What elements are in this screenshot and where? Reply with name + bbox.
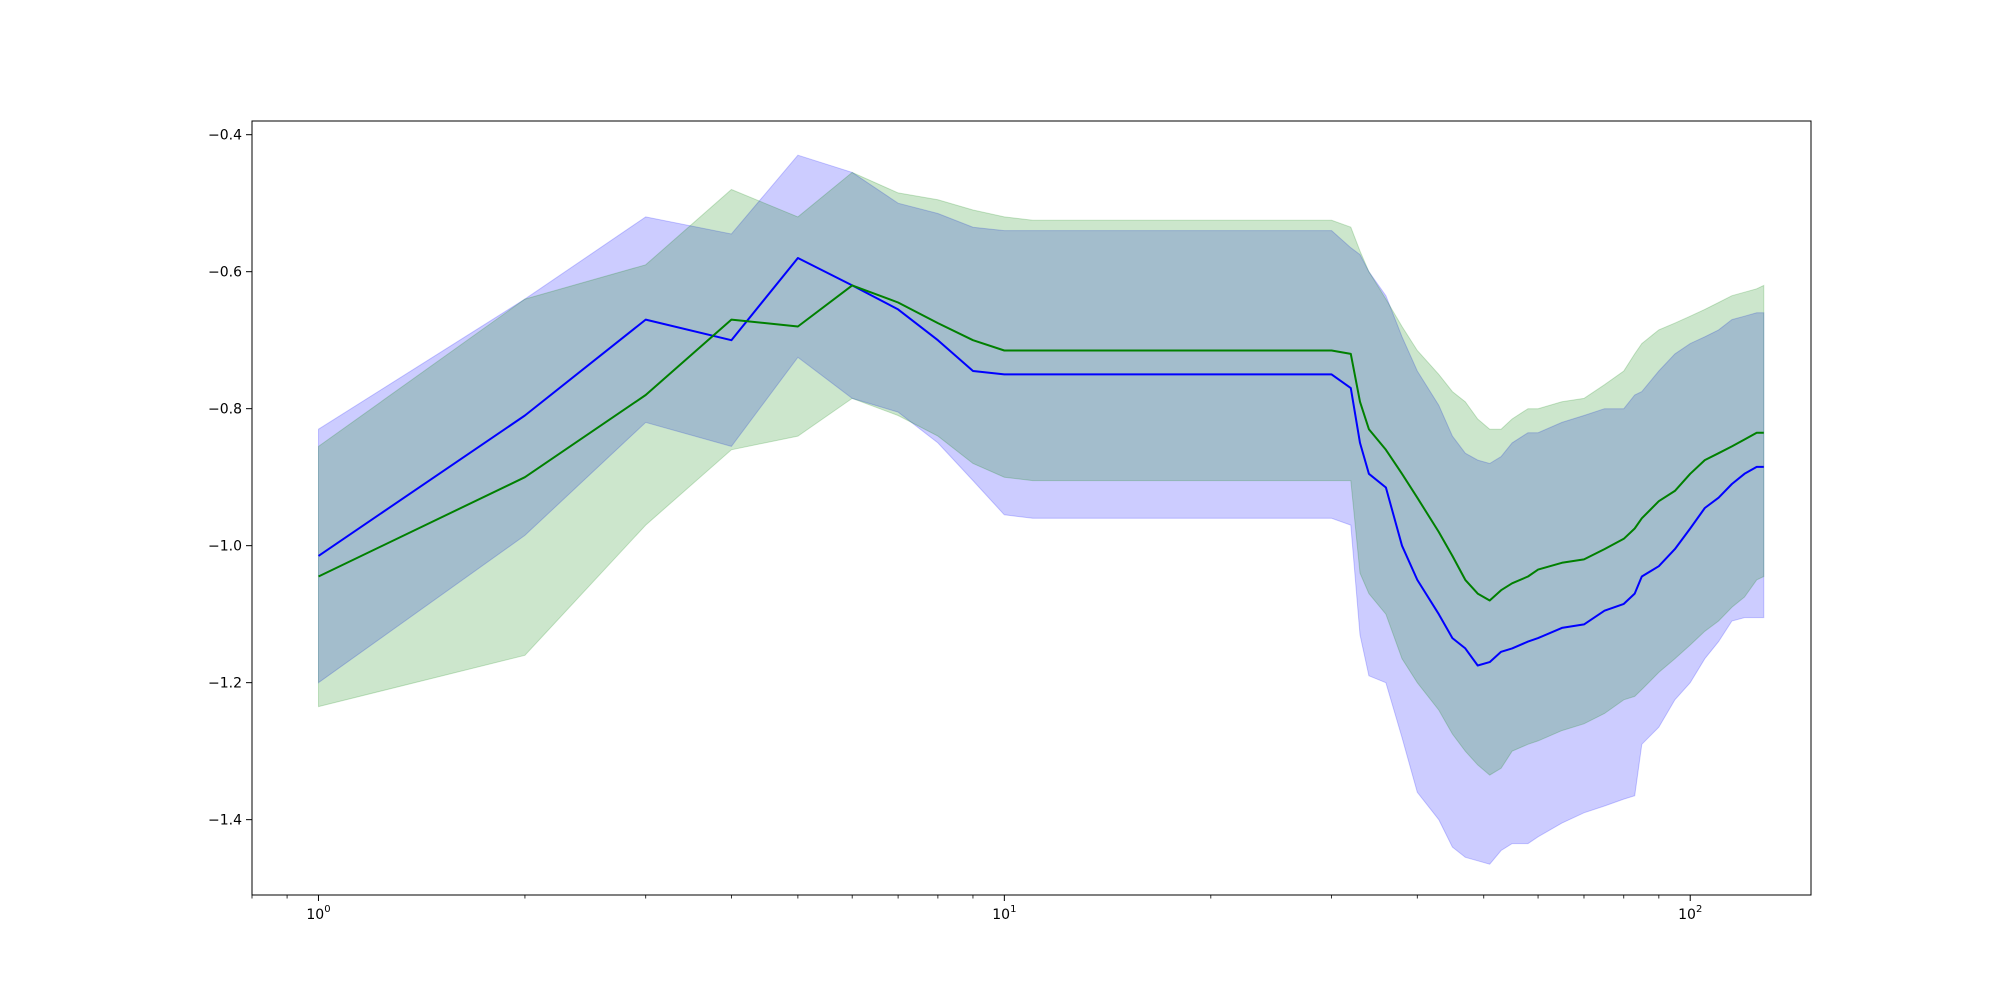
x-axis: 100 101 102 bbox=[251, 895, 1702, 923]
y-tick-label: −0.6 bbox=[208, 265, 242, 281]
y-tick-label: −1.4 bbox=[208, 813, 242, 829]
series-1-band bbox=[318, 154, 1765, 865]
y-axis: −0.4 −0.6 −0.8 −1.0 −1.2 −1.4 bbox=[208, 128, 252, 829]
axes-frame bbox=[251, 120, 1812, 896]
y-tick-label: −1.2 bbox=[208, 676, 242, 692]
y-tick-label: −0.8 bbox=[208, 402, 242, 418]
x-tick-label: 102 bbox=[1678, 904, 1702, 923]
series-2-band bbox=[318, 171, 1765, 776]
series-1-line bbox=[317, 257, 1764, 667]
x-tick-label: 100 bbox=[306, 904, 330, 923]
y-tick-label: −0.4 bbox=[208, 128, 242, 144]
plot-area bbox=[317, 154, 1765, 865]
y-tick-label: −1.0 bbox=[208, 539, 242, 555]
series-2-line bbox=[318, 284, 1764, 602]
x-tick-label: 101 bbox=[992, 904, 1016, 923]
